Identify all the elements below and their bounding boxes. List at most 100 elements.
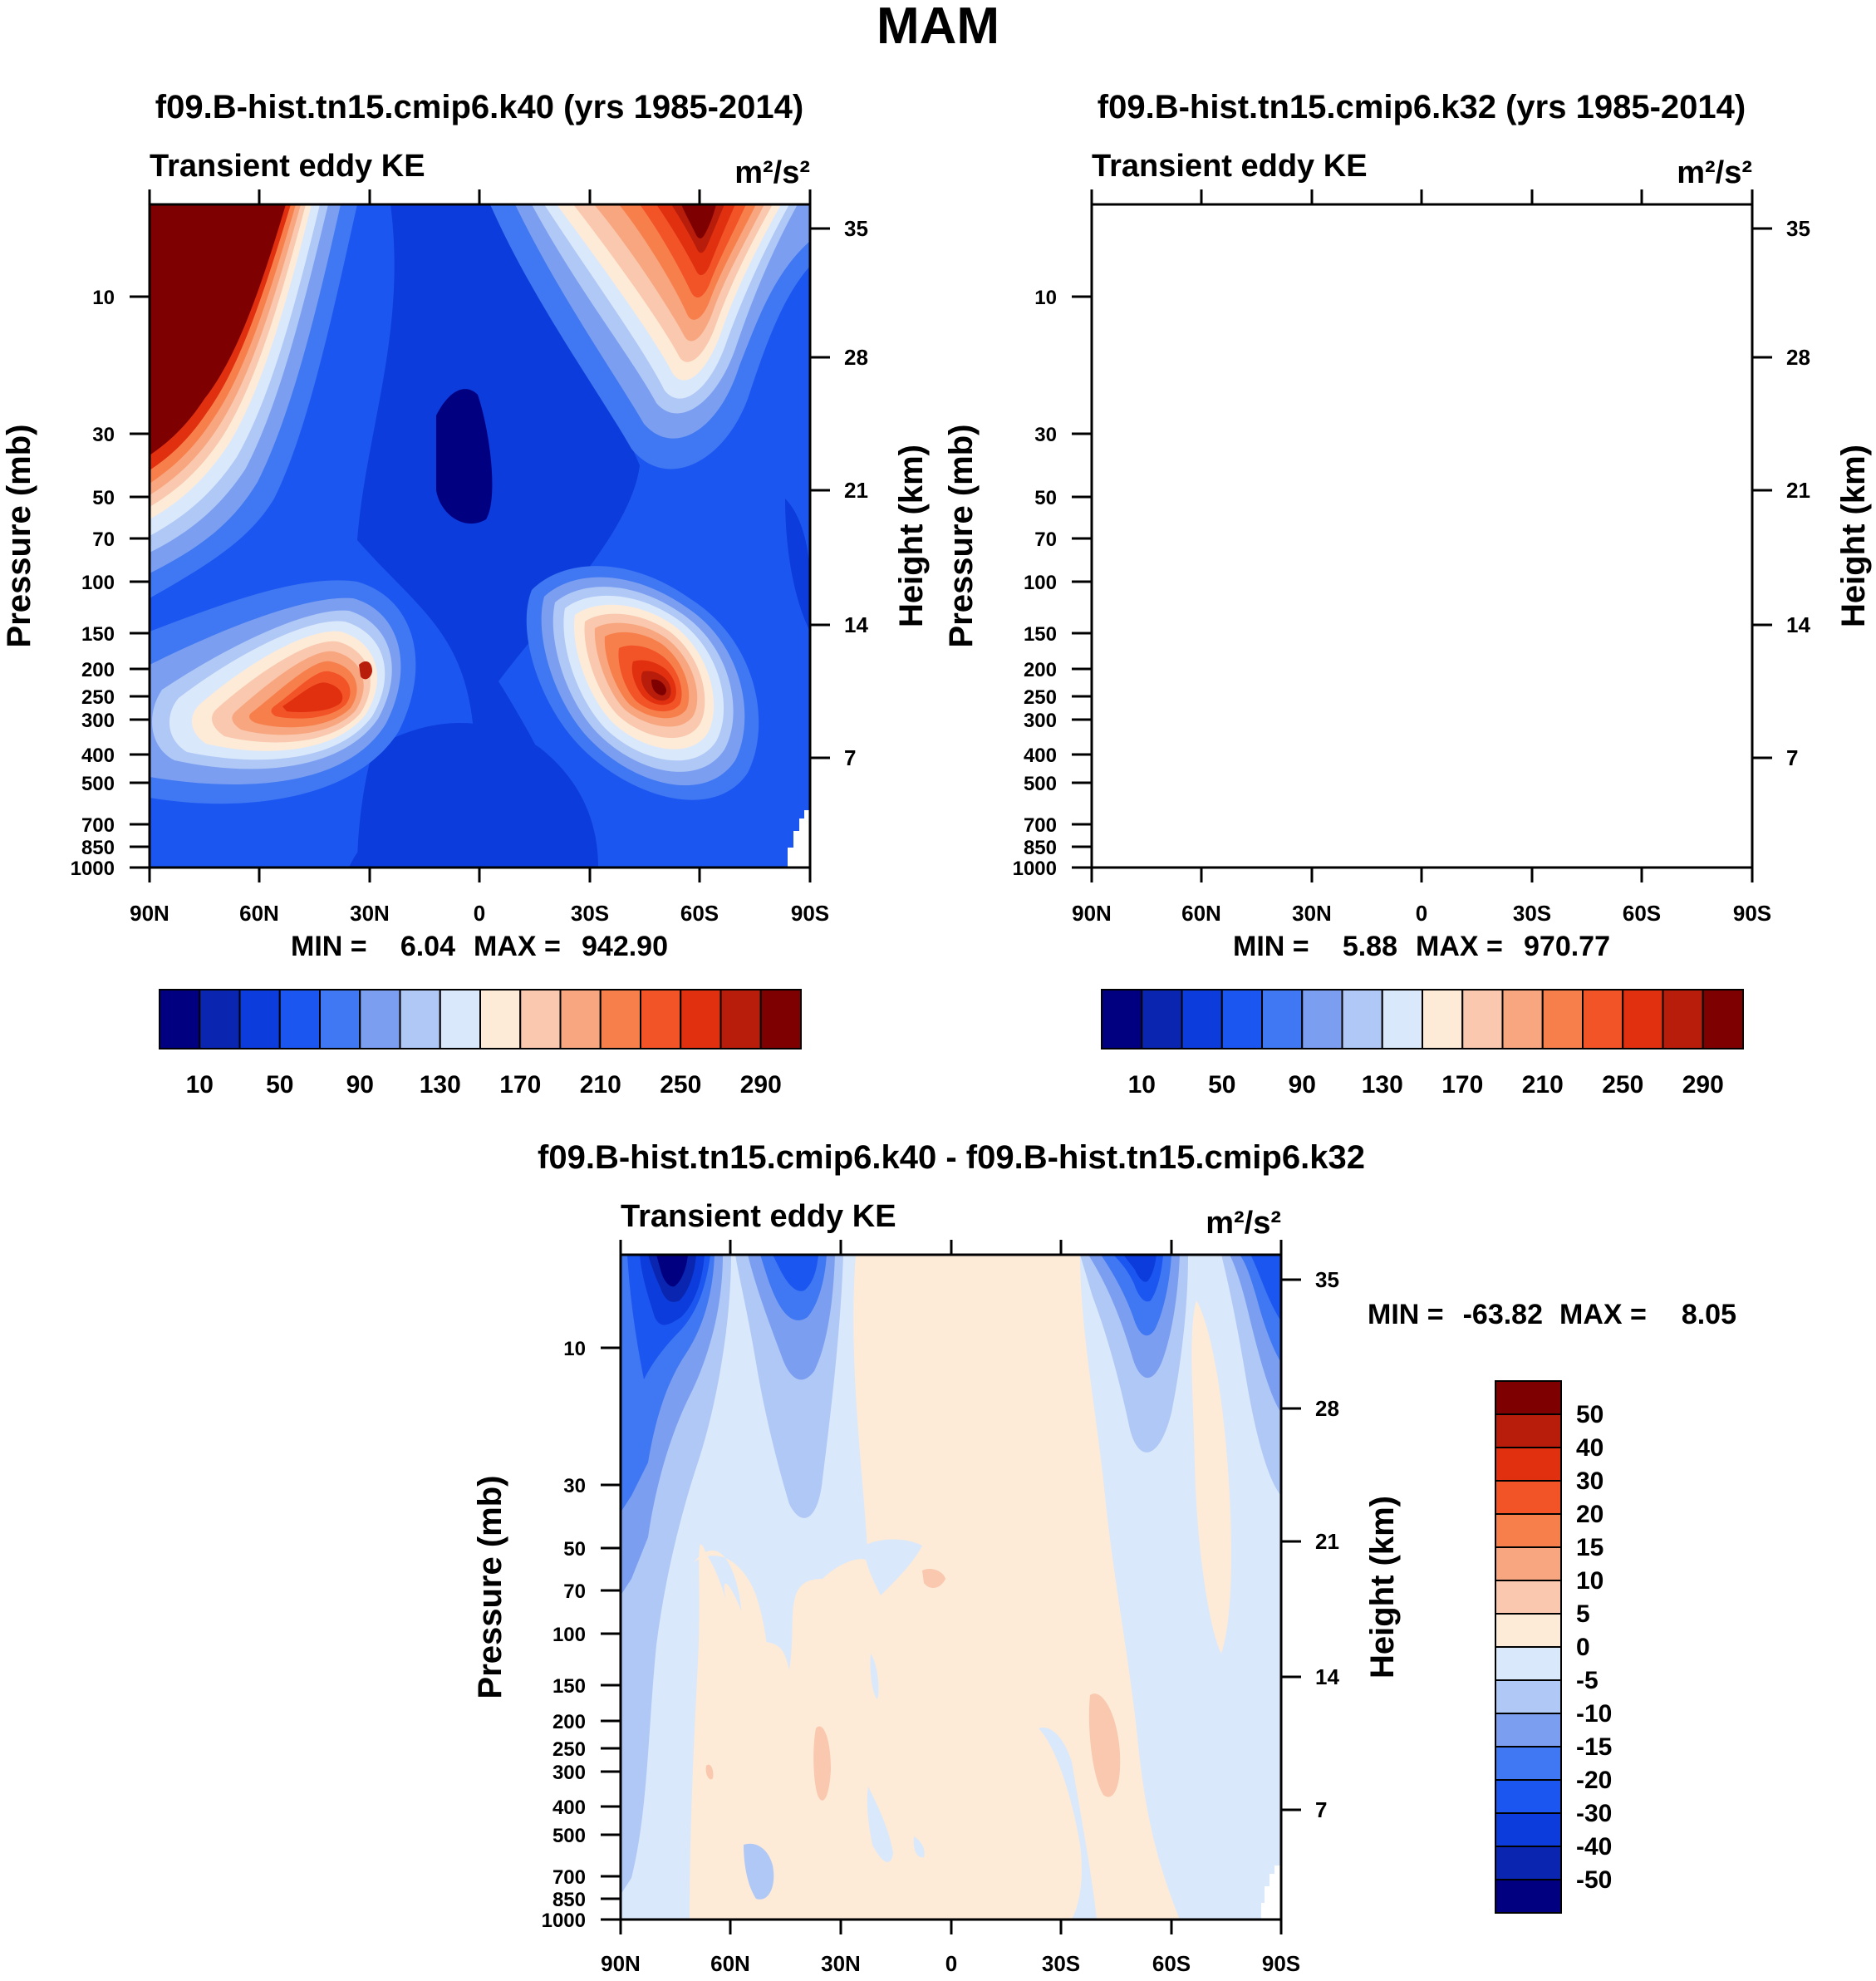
y-tick-label: 700 [81, 814, 115, 837]
colorbar-label: 90 [346, 1071, 374, 1099]
terrain-mask [1261, 1865, 1281, 1920]
y-tick-label: 1000 [71, 858, 115, 880]
panel-difference: f09.B-hist.tn15.cmip6.k40 - f09.B-hist.t… [472, 1139, 1736, 1976]
min-value: 6.04 [400, 931, 455, 962]
surface-dark [1291, 828, 1432, 868]
y-tick-label: 30 [563, 1475, 586, 1497]
y-tick-label: 10 [92, 287, 115, 309]
colorbar-box [1582, 989, 1624, 1049]
colorbar-label: -10 [1576, 1700, 1612, 1728]
negative-patch [867, 1787, 893, 1862]
y2-axis-label: Height (km) [1364, 1496, 1401, 1679]
colorbar: 10 50 90 130 170 210 250 290 [1101, 989, 1744, 1099]
nh-jet [1092, 580, 1358, 804]
min-label: MIN = [291, 931, 367, 962]
y-tick-label: 50 [1034, 487, 1057, 509]
y2-tick-labels: 35 28 21 14 7 [1315, 1267, 1339, 1822]
y2-tick-labels: 35 28 21 14 7 [1786, 216, 1810, 770]
y-tick-label: 100 [1024, 572, 1057, 594]
y2-ticks [810, 227, 830, 759]
x-tick-label: 30S [1042, 1951, 1080, 1976]
plot-frame [1090, 203, 1754, 869]
lower-trop-dark [1299, 723, 1540, 868]
colorbar-label: -5 [1576, 1667, 1599, 1694]
y2-tick-label: 21 [1315, 1529, 1339, 1554]
y-tick-label: 400 [552, 1797, 586, 1819]
colorbar-label: 50 [1576, 1401, 1603, 1428]
terrain-mask [788, 810, 810, 868]
colorbar-box [1541, 989, 1584, 1049]
colorbar-box [199, 989, 241, 1049]
negative-patch [1039, 1728, 1097, 1920]
colorbar-box [1501, 989, 1544, 1049]
colorbar-box [439, 989, 481, 1049]
colorbar-label: 90 [1289, 1071, 1316, 1099]
colorbar-box [1662, 989, 1704, 1049]
surface-dark [349, 828, 490, 868]
y2-tick-labels: 35 28 21 14 7 [844, 216, 868, 770]
min-label: MIN = [1233, 931, 1309, 962]
y-tick-label: 200 [81, 659, 115, 681]
y-tick-label: 250 [552, 1738, 586, 1761]
nh-polar-stratosphere [1092, 204, 1299, 598]
negative-patch [1157, 1728, 1180, 1865]
negative-patch [864, 1539, 922, 1595]
x-tick-label: 60S [1152, 1951, 1191, 1976]
y2-tick-label: 7 [1315, 1797, 1327, 1822]
colorbar-label: 50 [266, 1071, 293, 1099]
tropical-low-band [357, 204, 640, 868]
y-tick-label: 50 [563, 1538, 586, 1561]
colorbar-label: 10 [1576, 1567, 1603, 1595]
colorbar-box [399, 989, 441, 1049]
max-value: 8.05 [1682, 1299, 1736, 1330]
tropical-min [436, 389, 493, 524]
x-tick-label: 30S [1513, 901, 1551, 926]
sh-jet [526, 566, 759, 800]
colorbar-box [559, 989, 602, 1049]
y2-tick-label: 35 [1786, 216, 1810, 241]
panel-title: f09.B-hist.tn15.cmip6.k32 (yrs 1985-2014… [1098, 89, 1746, 125]
colorbar-label: -50 [1576, 1866, 1612, 1894]
y-ticks [130, 295, 150, 869]
y-tick-label: 10 [563, 1338, 586, 1360]
x-tick-labels: 90N 60N 30N 0 30S 60S 90S [601, 1951, 1300, 1976]
y-axis-label: Pressure (mb) [472, 1476, 508, 1699]
x-ticks [619, 1240, 1283, 1934]
x-ticks [148, 189, 812, 882]
colorbar-box [1495, 1746, 1562, 1781]
colorbar-box [1101, 989, 1143, 1049]
y-tick-label: 150 [1024, 623, 1057, 646]
sh-polar-trop [1727, 499, 1752, 632]
x-tick-label: 60S [1623, 901, 1661, 926]
y2-tick-label: 14 [844, 612, 868, 637]
negative-patch [913, 1836, 925, 1858]
y-tick-label: 300 [1024, 710, 1057, 732]
x-tick-label: 60S [680, 901, 719, 926]
colorbar-box [159, 989, 201, 1049]
nh-midlat-negative [735, 1255, 843, 1518]
positive-blob [1088, 1693, 1121, 1797]
contour-field [150, 204, 810, 868]
colorbar-box [1495, 1646, 1562, 1681]
colorbar-box [719, 989, 762, 1049]
negative-patch [870, 1654, 879, 1699]
nh-negative [621, 1255, 731, 1895]
field-label: Transient eddy KE [150, 149, 425, 184]
positive-region [691, 1550, 770, 1920]
y2-tick-label: 28 [1315, 1396, 1339, 1421]
y-axis-label: Pressure (mb) [1, 425, 37, 648]
max-value: 942.90 [582, 931, 668, 962]
y-tick-label: 400 [81, 745, 115, 767]
y-tick-label: 50 [92, 487, 115, 509]
y2-axis-label: Height (km) [1835, 445, 1872, 627]
y-tick-label: 70 [92, 528, 115, 551]
colorbar-box [680, 989, 722, 1049]
x-tick-label: 90N [601, 1951, 641, 1976]
x-tick-label: 60N [710, 1951, 750, 1976]
units-label: m²/s² [1206, 1206, 1281, 1241]
colorbar-label: -40 [1576, 1833, 1612, 1861]
y-tick-label: 300 [81, 710, 115, 732]
positive-blob [813, 1726, 831, 1801]
colorbar-box [359, 989, 401, 1049]
colorbar-label: -15 [1576, 1733, 1612, 1761]
